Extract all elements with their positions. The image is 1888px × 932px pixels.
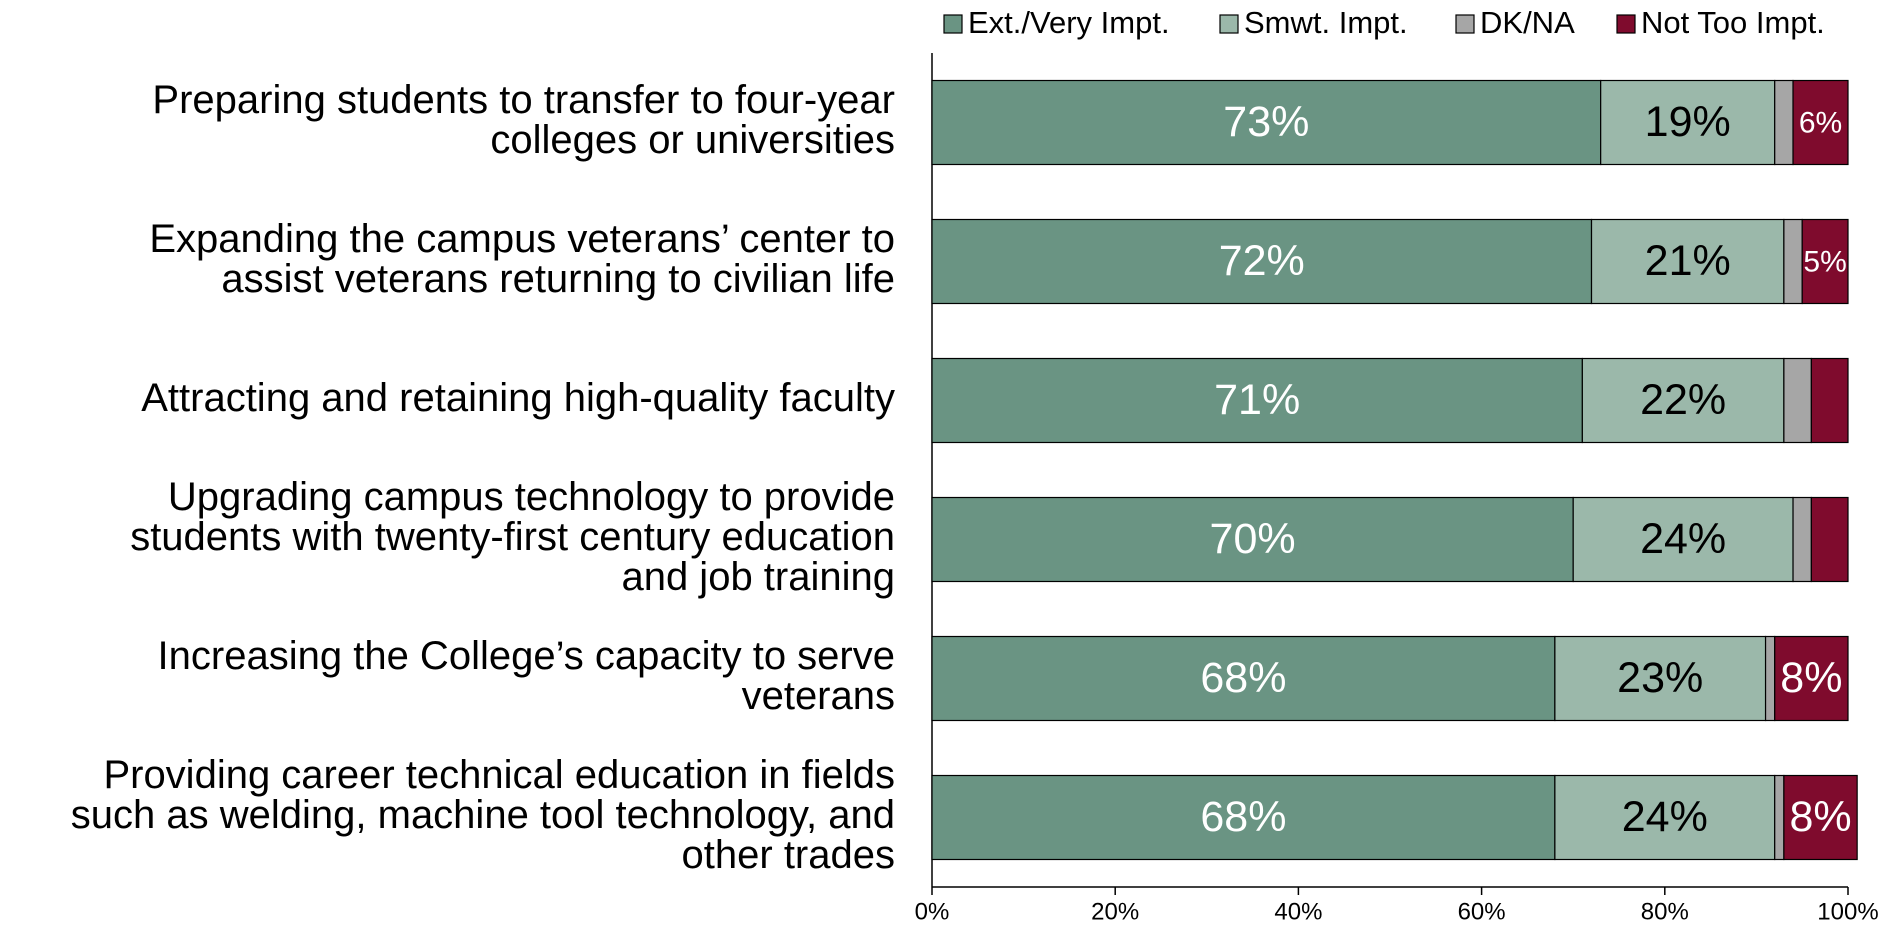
value-label: 5% (1803, 245, 1846, 278)
value-label: 6% (1799, 106, 1842, 139)
category-label: other trades (682, 833, 895, 877)
category-label: colleges or universities (490, 118, 895, 162)
legend-swatch (1455, 14, 1475, 34)
value-label: 68% (1200, 793, 1286, 841)
x-tick-label: 40% (1274, 898, 1322, 925)
value-label: 8% (1789, 793, 1851, 841)
category-label: Increasing the College’s capacity to ser… (158, 634, 895, 678)
x-tick-label: 80% (1641, 898, 1689, 925)
bar-segment (1810, 496, 1849, 583)
value-label: 24% (1640, 515, 1726, 563)
legend-swatch (943, 14, 963, 34)
bar-segment (1810, 357, 1849, 444)
legend-swatch (1219, 14, 1239, 34)
legend-label: Smwt. Impt. (1244, 5, 1408, 40)
bar-segment (1774, 635, 1849, 722)
bar-segment (1774, 774, 1785, 861)
value-label: 24% (1622, 793, 1708, 841)
bar-segment (1764, 635, 1776, 722)
value-label: 21% (1645, 237, 1731, 285)
legend-label: Ext./Very Impt. (968, 5, 1170, 40)
category-label: students with twenty-first century educa… (130, 515, 895, 559)
legend-label: Not Too Impt. (1641, 5, 1825, 40)
bar-segment (931, 496, 1574, 583)
bar-segment (1774, 79, 1794, 166)
x-tick-label: 0% (915, 898, 950, 925)
bar-segment (1783, 774, 1858, 861)
bar-segment (1600, 79, 1776, 166)
x-tick-label: 100% (1817, 898, 1878, 925)
value-label: 8% (1780, 654, 1842, 702)
bar-segment (1783, 357, 1812, 444)
bar-segment (931, 357, 1583, 444)
bar-segment (931, 79, 1602, 166)
value-label: 23% (1617, 654, 1703, 702)
x-tick-label: 60% (1458, 898, 1506, 925)
legend-label: DK/NA (1480, 5, 1575, 40)
category-label: Attracting and retaining high-quality fa… (141, 376, 895, 420)
bar-segment (1554, 635, 1767, 722)
value-label: 68% (1200, 654, 1286, 702)
value-label: 22% (1640, 376, 1726, 424)
category-label: and job training (621, 555, 895, 599)
bar-segment (1783, 218, 1803, 305)
bar-segment (931, 774, 1556, 861)
bar-segment (1792, 496, 1812, 583)
category-label: assist veterans returning to civilian li… (221, 257, 895, 301)
bar-segment (1554, 774, 1776, 861)
x-tick-label: 20% (1091, 898, 1139, 925)
bar-segment (931, 635, 1556, 722)
value-label: 70% (1210, 515, 1296, 563)
category-label: Upgrading campus technology to provide (168, 475, 895, 519)
value-label: 73% (1223, 98, 1309, 146)
value-label: 71% (1214, 376, 1300, 424)
category-label: such as welding, machine tool technology… (71, 793, 895, 837)
value-label: 72% (1219, 237, 1305, 285)
bar-segment (1581, 357, 1785, 444)
category-label: veterans (742, 674, 895, 718)
bar-segment (1792, 79, 1849, 166)
category-label: Providing career technical education in … (103, 753, 895, 797)
bar-segment (1801, 218, 1849, 305)
legend-swatch (1616, 14, 1636, 34)
value-label: 19% (1645, 98, 1731, 146)
category-label: Expanding the campus veterans’ center to (149, 217, 895, 261)
category-label: Preparing students to transfer to four-y… (152, 78, 895, 122)
